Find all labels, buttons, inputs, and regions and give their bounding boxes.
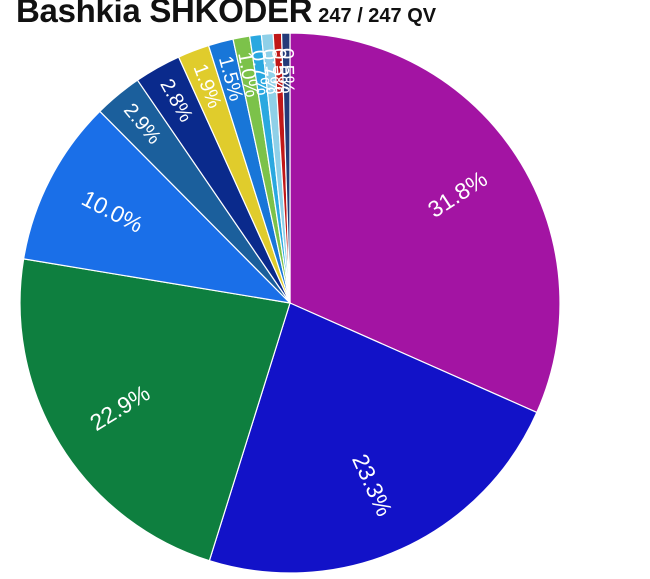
pie-slice (289, 32, 561, 414)
chart-title: Bashkia SHKODER (16, 0, 313, 29)
pie-slice (22, 110, 292, 304)
slice-percent-label: 0.7% (258, 48, 284, 95)
pie-slice (19, 258, 291, 562)
slice-percent-label: 0.5% (275, 48, 298, 94)
chart-title-block: Bashkia SHKODER 247 / 247 QV (16, 0, 436, 30)
pie-slice (280, 32, 291, 304)
chart-subtitle: 247 / 247 QV (318, 5, 437, 27)
pie-slice (208, 302, 538, 574)
slice-percent-label: 0.5% (267, 48, 291, 95)
